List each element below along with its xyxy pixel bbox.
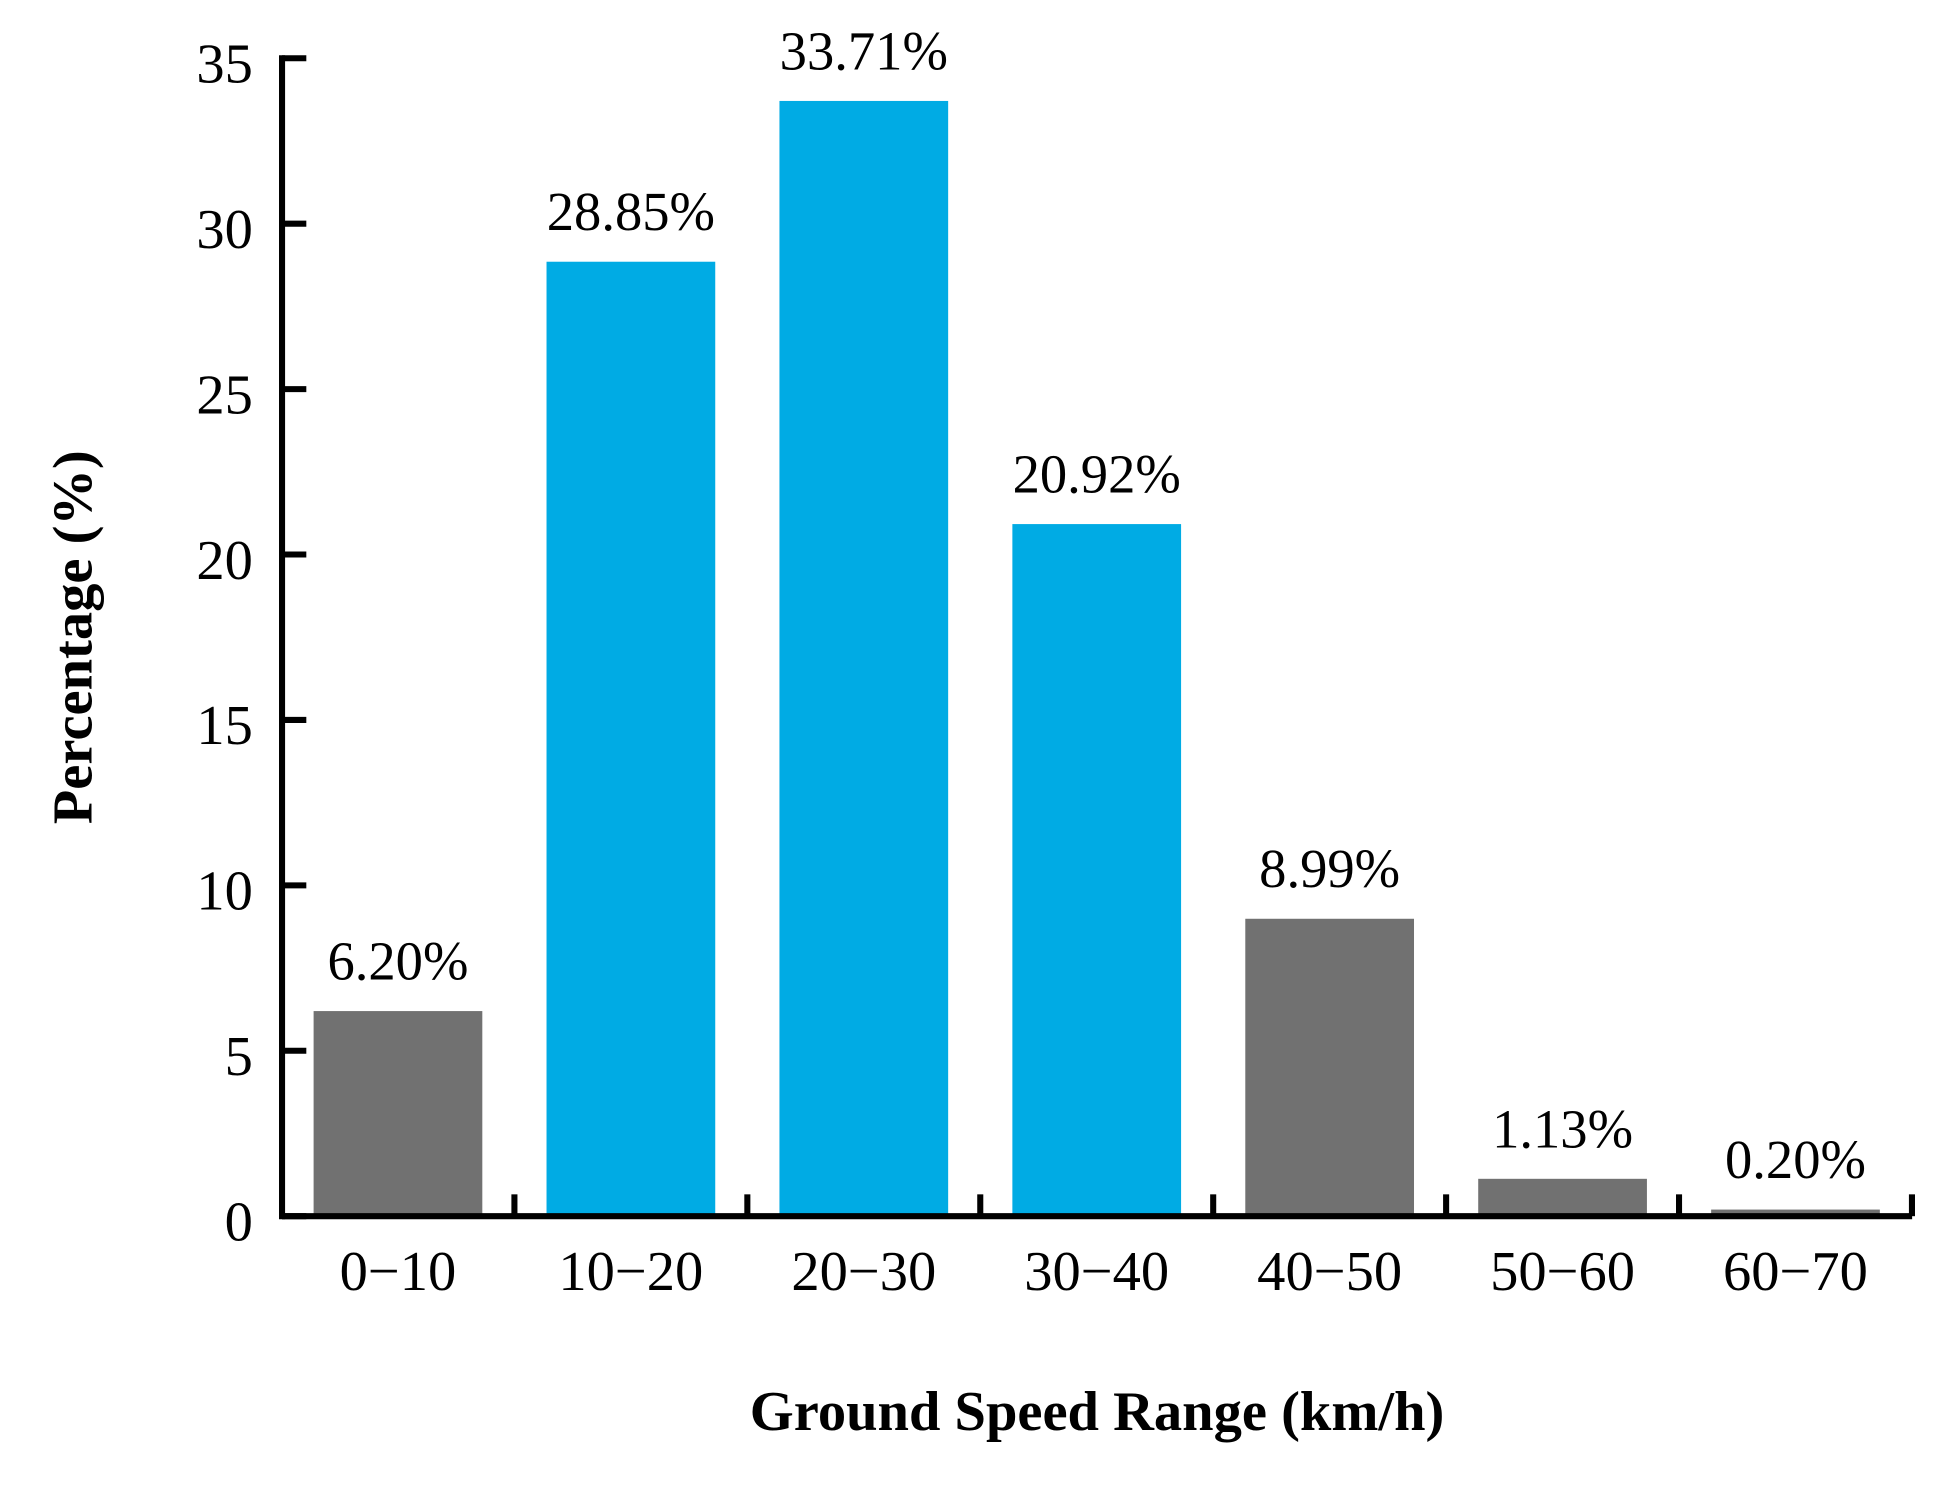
y-tick-label-15: 15 <box>196 695 253 757</box>
data-labels-group: 6.20% 28.85% 33.71% 20.92% 8.99% 1.13% 0.20% <box>327 20 1865 1190</box>
x-tick-label-0-10: 0−10 <box>340 1241 457 1303</box>
bar-40-50 <box>1245 918 1415 1217</box>
data-label-20-30: 33.71% <box>780 20 948 81</box>
x-tick-label-10-20: 10−20 <box>558 1241 703 1303</box>
bar-0-10 <box>313 1011 483 1217</box>
data-label-10-20: 28.85% <box>547 181 715 242</box>
x-ticks-group: 0−10 10−20 20−30 30−40 40−50 50−60 60−70 <box>340 1194 1915 1303</box>
y-tick-label-20: 20 <box>196 530 253 592</box>
bar-10-20 <box>546 261 716 1217</box>
y-ticks-group: 0 5 10 15 20 25 30 35 <box>196 34 307 1253</box>
x-axis-title: Ground Speed Range (km/h) <box>750 1381 1445 1443</box>
data-label-50-60: 1.13% <box>1492 1098 1633 1159</box>
data-label-60-70: 0.20% <box>1725 1129 1866 1190</box>
y-tick-label-0: 0 <box>225 1191 253 1253</box>
data-label-0-10: 6.20% <box>327 931 468 992</box>
bar-30-40 <box>1012 524 1182 1217</box>
y-tick-label-30: 30 <box>196 199 253 261</box>
data-label-30-40: 20.92% <box>1013 444 1181 505</box>
x-tick-label-30-40: 30−40 <box>1024 1241 1169 1303</box>
data-label-40-50: 8.99% <box>1259 838 1400 899</box>
bar-60-70 <box>1711 1209 1880 1217</box>
bar-50-60 <box>1478 1178 1647 1217</box>
axes-group <box>279 55 1913 1220</box>
x-tick-label-60-70: 60−70 <box>1723 1241 1868 1303</box>
y-tick-label-10: 10 <box>196 861 253 923</box>
y-tick-label-35: 35 <box>196 34 253 96</box>
bar-20-30 <box>779 100 949 1217</box>
y-tick-label-5: 5 <box>225 1026 253 1088</box>
x-tick-label-20-30: 20−30 <box>791 1241 936 1303</box>
x-tick-label-40-50: 40−50 <box>1257 1241 1402 1303</box>
y-axis-title: Percentage (%) <box>42 450 104 824</box>
y-tick-label-25: 25 <box>196 364 253 426</box>
x-tick-label-50-60: 50−60 <box>1490 1241 1635 1303</box>
bars-group <box>313 100 1880 1217</box>
